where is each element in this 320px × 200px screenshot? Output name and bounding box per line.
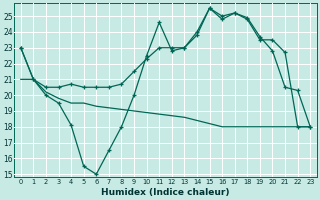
X-axis label: Humidex (Indice chaleur): Humidex (Indice chaleur) <box>101 188 230 197</box>
